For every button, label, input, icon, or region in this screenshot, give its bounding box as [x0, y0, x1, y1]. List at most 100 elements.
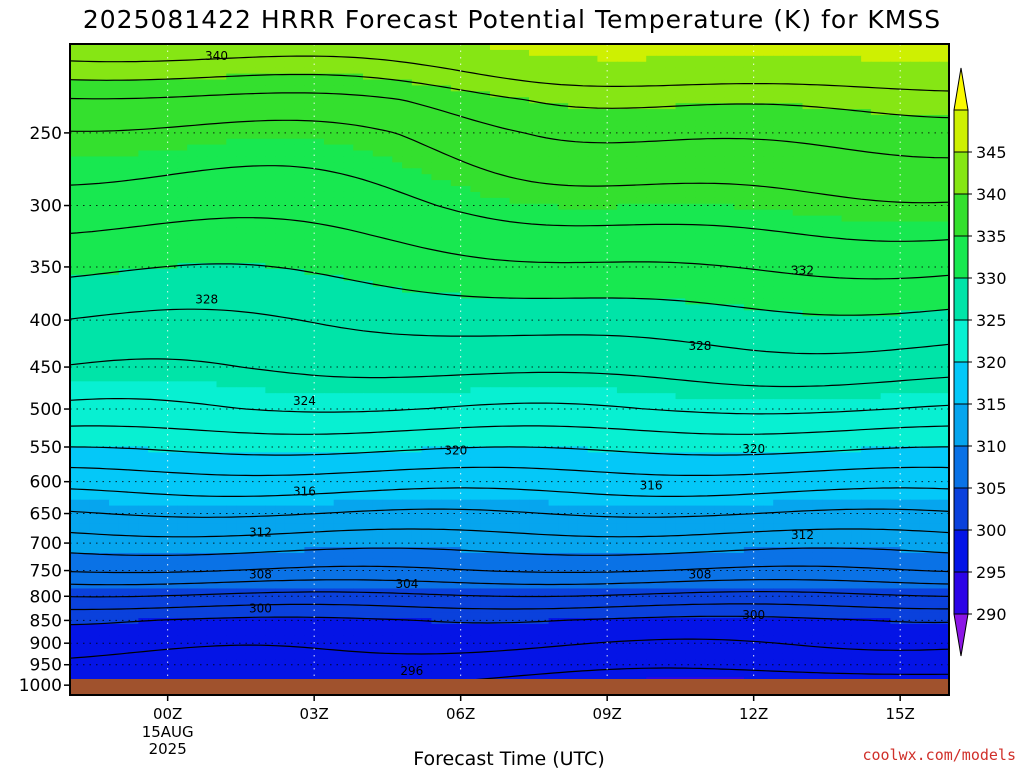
fill-cell: [226, 221, 237, 229]
fill-cell: [450, 357, 462, 365]
fill-cell: [187, 156, 198, 163]
fill-cell: [577, 73, 589, 81]
fill-cell: [597, 150, 608, 158]
fill-cell: [743, 322, 755, 329]
fill-cell: [870, 257, 882, 264]
fill-cell: [851, 97, 862, 104]
fill-cell: [138, 120, 149, 128]
fill-cell: [753, 97, 765, 104]
fill-cell: [607, 292, 618, 300]
fill-cell: [743, 132, 755, 140]
fill-cell: [128, 215, 139, 223]
fill-cell: [353, 292, 364, 300]
fill-cell: [548, 120, 559, 128]
fill-cell: [880, 132, 891, 140]
fill-cell: [743, 316, 755, 323]
fill-cell: [323, 174, 335, 181]
fill-cell: [206, 316, 218, 323]
fill-cell: [577, 144, 589, 152]
fill-cell: [89, 245, 100, 252]
fill-cell: [607, 55, 618, 63]
fill-cell: [822, 215, 833, 223]
fill-cell: [226, 162, 237, 169]
fill-cell: [626, 304, 638, 311]
fill-cell: [343, 197, 354, 205]
fill-cell: [196, 262, 208, 270]
fill-cell: [812, 339, 823, 347]
fill-cell: [363, 186, 374, 193]
fill-cell: [714, 257, 725, 264]
fill-cell: [187, 203, 198, 211]
fill-cell: [919, 61, 931, 69]
fill-cell: [177, 97, 188, 104]
fill-cell: [333, 357, 345, 365]
fill-cell: [597, 215, 608, 223]
fill-cell: [646, 144, 657, 152]
fill-cell: [255, 357, 266, 365]
fill-cell: [138, 221, 149, 229]
fill-cell: [538, 120, 550, 128]
fill-cell: [529, 49, 540, 57]
fill-cell: [841, 120, 852, 128]
fill-cell: [236, 257, 247, 264]
fill-cell: [284, 274, 296, 282]
fill-cell: [880, 191, 891, 199]
fill-cell: [792, 357, 804, 365]
fill-cell: [157, 120, 169, 128]
fill-cell: [743, 345, 755, 353]
fill-cell: [206, 363, 218, 371]
fill-cell: [626, 144, 638, 152]
fill-cell: [909, 227, 921, 234]
fill-cell: [499, 322, 511, 329]
fill-cell: [646, 150, 657, 158]
fill-cell: [284, 363, 296, 371]
fill-cell: [284, 316, 296, 323]
fill-cell: [861, 44, 872, 51]
fill-cell: [89, 257, 100, 264]
fill-cell: [499, 103, 511, 110]
fill-cell: [616, 227, 628, 234]
fill-cell: [939, 257, 949, 264]
fill-cell: [343, 333, 354, 341]
fill-cell: [714, 292, 725, 300]
fill-cell: [529, 363, 540, 371]
fill-cell: [70, 91, 81, 98]
fill-cell: [187, 268, 198, 276]
fill-cell: [773, 221, 784, 229]
fill-cell: [109, 345, 120, 353]
fill-cell: [236, 298, 247, 305]
fill-cell: [441, 227, 452, 234]
fill-cell: [294, 126, 305, 134]
fill-cell: [372, 97, 384, 104]
fill-cell: [118, 209, 130, 217]
fill-cell: [695, 286, 706, 294]
fill-cell: [196, 144, 208, 152]
fill-cell: [294, 138, 305, 146]
fill-cell: [470, 245, 481, 252]
fill-cell: [714, 345, 725, 353]
fill-cell: [792, 322, 804, 329]
fill-cell: [402, 203, 413, 211]
fill-cell: [79, 357, 91, 365]
fill-cell: [626, 233, 638, 240]
fill-cell: [118, 174, 130, 181]
fill-cell: [558, 115, 569, 122]
fill-cell: [812, 49, 823, 57]
fill-cell: [870, 268, 882, 276]
fill-cell: [177, 274, 188, 282]
fill-cell: [812, 126, 823, 134]
fill-cell: [255, 115, 266, 122]
fill-cell: [196, 345, 208, 353]
fill-cell: [900, 44, 911, 51]
fill-cell: [255, 304, 266, 311]
fill-cell: [675, 209, 686, 217]
fill-cell: [529, 268, 540, 276]
fill-cell: [382, 233, 393, 240]
fill-cell: [275, 103, 286, 110]
fill-cell: [284, 357, 296, 365]
fill-cell: [167, 180, 179, 187]
fill-cell: [734, 138, 745, 146]
fill-cell: [656, 357, 667, 365]
fill-cell: [909, 168, 921, 175]
fill-cell: [782, 274, 794, 282]
